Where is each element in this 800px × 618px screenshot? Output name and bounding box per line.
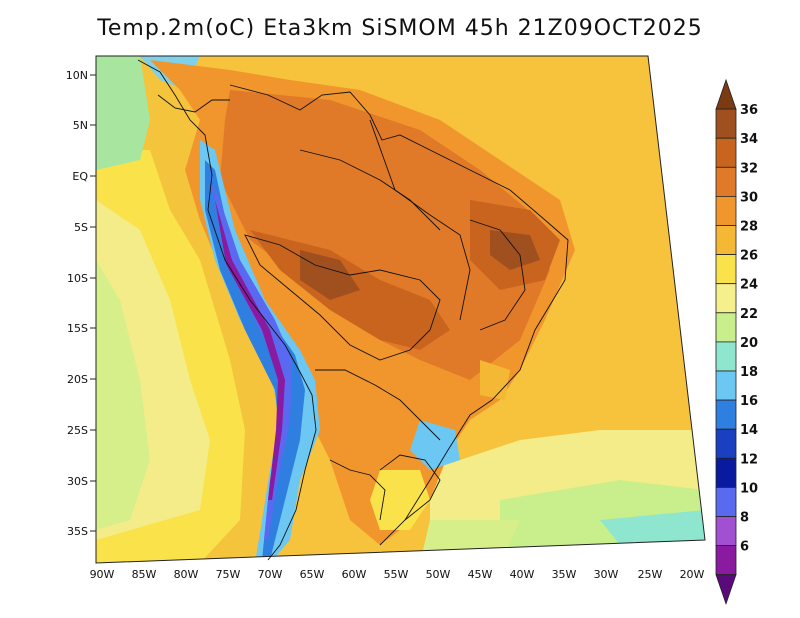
colorbar-swatch (715, 428, 737, 459)
colorbar-top-arrow (715, 78, 737, 110)
map-frame (95, 55, 706, 564)
colorbar-swatch (715, 486, 737, 517)
lon-label: 70W (258, 568, 283, 581)
lon-label: 40W (510, 568, 535, 581)
boundaries (137, 59, 569, 561)
lat-label: 30S (67, 475, 88, 488)
lon-label: 55W (384, 568, 409, 581)
colorbar-label: 14 (740, 423, 758, 438)
lon-axis: 90W 85W 80W 75W 70W 65W 60W 55W 50W 45W … (90, 568, 705, 581)
lon-label: 65W (300, 568, 325, 581)
colorbar-label: 20 (740, 336, 758, 351)
lat-axis: 10N 5N EQ 5S 10S 15S 20S 25S 30S 35S (66, 69, 96, 538)
lon-label: 45W (468, 568, 493, 581)
colorbar-label: 16 (740, 394, 758, 409)
colorbar-swatch (715, 399, 737, 430)
colorbar-label: 26 (740, 249, 758, 264)
lat-label: EQ (72, 170, 88, 183)
colorbar-label: 30 (740, 190, 758, 205)
temperature-field (96, 56, 705, 563)
colorbar: 36 34 32 30 28 26 24 22 20 18 16 14 12 10 8 6 (715, 78, 758, 606)
lat-label: 35S (67, 525, 88, 538)
lat-label: 20S (67, 373, 88, 386)
colorbar-swatch (715, 108, 737, 139)
lon-label: 60W (342, 568, 367, 581)
lat-label: 10S (67, 272, 88, 285)
colorbar-swatch (715, 137, 737, 168)
lon-label: 80W (174, 568, 199, 581)
colorbar-swatch (715, 312, 737, 343)
lon-label: 25W (638, 568, 663, 581)
lat-label: 5N (73, 119, 88, 132)
lat-label: 10N (66, 69, 88, 82)
colorbar-swatch (715, 545, 737, 576)
colorbar-swatch (715, 195, 737, 226)
lon-label: 35W (552, 568, 577, 581)
colorbar-swatch (715, 457, 737, 488)
colorbar-swatch (715, 341, 737, 372)
colorbar-label: 28 (740, 220, 758, 235)
colorbar-label: 32 (740, 161, 758, 176)
colorbar-swatch (715, 254, 737, 285)
lon-label: 20W (680, 568, 705, 581)
colorbar-label: 22 (740, 307, 758, 322)
colorbar-swatch (715, 370, 737, 401)
colorbar-label: 24 (740, 278, 758, 293)
colorbar-bottom-arrow (715, 574, 737, 606)
map-title: Temp.2m(oC) Eta3km SiSMOM 45h 21Z09OCT20… (97, 16, 703, 41)
lat-label: 5S (74, 221, 88, 234)
lon-label: 85W (132, 568, 157, 581)
lat-label: 25S (67, 424, 88, 437)
colorbar-label: 12 (740, 452, 758, 467)
colorbar-label: 36 (740, 103, 758, 118)
colorbar-label: 34 (740, 132, 758, 147)
colorbar-label: 6 (740, 540, 749, 555)
lon-label: 75W (216, 568, 241, 581)
colorbar-swatch (715, 166, 737, 197)
colorbar-label: 8 (740, 511, 749, 526)
colorbar-label: 18 (740, 365, 758, 380)
lon-label: 30W (594, 568, 619, 581)
colorbar-swatch (715, 283, 737, 314)
colorbar-swatch (715, 516, 737, 547)
colorbar-swatch (715, 225, 737, 256)
lat-label: 15S (67, 322, 88, 335)
colorbar-label: 10 (740, 481, 758, 496)
lon-label: 50W (426, 568, 451, 581)
lon-label: 90W (90, 568, 115, 581)
